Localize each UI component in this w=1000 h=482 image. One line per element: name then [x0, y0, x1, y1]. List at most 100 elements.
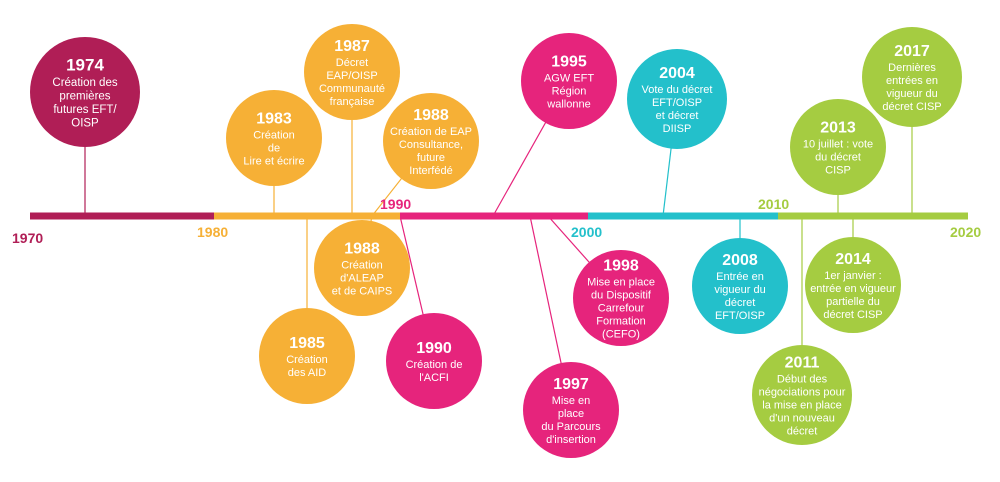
event-desc-line: la mise en place	[762, 400, 842, 412]
event-desc-line: d'un nouveau	[769, 413, 835, 425]
event-desc-line: future	[417, 152, 445, 164]
event-desc-line: du Parcours	[541, 421, 601, 433]
event-desc-line: wallonne	[546, 99, 590, 111]
event-desc-line: Création de	[406, 359, 463, 371]
event-desc-line: EAP/OISP	[326, 70, 377, 82]
event-circle-2017	[862, 27, 962, 127]
event-year-2004: 2004	[659, 65, 695, 82]
event-desc-line: Début des	[777, 374, 828, 386]
event-circle-1995	[521, 33, 617, 129]
event-circle-1985	[259, 308, 355, 404]
event-year-1987: 1987	[334, 38, 370, 55]
event-desc-line: DIISP	[663, 123, 692, 135]
event-desc-line: 10 juillet : vote	[803, 139, 873, 151]
decade-label-1980: 1980	[197, 224, 228, 240]
event-desc-line: du décret	[815, 152, 861, 164]
event-year-1974: 1974	[66, 56, 104, 75]
decade-label-1970: 1970	[12, 230, 43, 246]
event-desc-line: Consultance,	[399, 139, 463, 151]
event-year-2017: 2017	[894, 43, 930, 60]
event-year-2011: 2011	[785, 355, 820, 372]
event-desc-line: partielle du	[826, 296, 880, 308]
event-desc-line: Dernières	[888, 62, 936, 74]
event-desc-line: d'ALEAP	[340, 273, 384, 285]
event-desc-line: AGW EFT	[544, 73, 594, 85]
event-year-1990: 1990	[416, 340, 452, 357]
event-desc-line: Décret	[336, 57, 368, 69]
event-year-2013: 2013	[820, 120, 856, 137]
decade-label-1990: 1990	[380, 196, 411, 212]
event-desc-line: EFT/OISP	[715, 310, 765, 322]
event-year-1985: 1985	[289, 335, 325, 352]
event-circle-1974	[30, 37, 140, 147]
event-desc-line: OISP	[71, 118, 99, 130]
decade-label-2020: 2020	[950, 224, 981, 240]
event-desc-line: décret CISP	[823, 309, 882, 321]
event-circle-2004	[627, 49, 727, 149]
event-desc-line: Création de EAP	[390, 126, 472, 138]
event-year-2008: 2008	[722, 252, 758, 269]
event-year-1997: 1997	[553, 376, 589, 393]
event-desc-line: Vote du décret	[642, 84, 713, 96]
event-1990: 1990 Création del'ACFI	[386, 313, 482, 409]
event-circle-1988b	[314, 220, 410, 316]
event-desc-line: de	[268, 143, 280, 155]
event-circle-1997	[523, 362, 619, 458]
decade-label-2010: 2010	[758, 196, 789, 212]
event-desc-line: 1er janvier :	[824, 270, 881, 282]
event-desc-line: futures EFT/	[53, 104, 117, 116]
event-desc-line: EFT/OISP	[652, 97, 702, 109]
event-year-1998: 1998	[603, 258, 639, 275]
event-desc-line: place	[558, 408, 584, 420]
event-circle-2008	[692, 238, 788, 334]
event-desc-line: Création	[286, 354, 328, 366]
event-desc-line: premières	[59, 91, 110, 103]
event-desc-line: l'ACFI	[419, 372, 449, 384]
event-desc-line: Entrée en	[716, 271, 764, 283]
event-1988a: 1988 Création de EAPConsultance,futureInt…	[383, 93, 479, 189]
event-desc-line: et de CAIPS	[332, 286, 393, 298]
event-year-2014: 2014	[835, 251, 871, 268]
event-circle-1990	[386, 313, 482, 409]
event-desc-line: décret	[787, 426, 818, 438]
event-desc-line: CISP	[825, 165, 851, 177]
event-year-1995: 1995	[551, 54, 587, 71]
event-circle-1987	[304, 24, 400, 120]
event-year-1988b: 1988	[344, 241, 380, 258]
event-desc-line: vigueur du	[714, 284, 765, 296]
event-desc-line: (CEFO)	[602, 329, 640, 341]
event-desc-line: du Dispositif	[591, 290, 652, 302]
event-desc-line: Mise en place	[587, 277, 655, 289]
event-desc-line: française	[330, 96, 375, 108]
event-circle-2013	[790, 99, 886, 195]
event-year-1988a: 1988	[413, 107, 449, 124]
event-desc-line: Communauté	[319, 83, 385, 95]
event-desc-line: décret CISP	[882, 101, 941, 113]
event-desc-line: des AID	[288, 367, 327, 379]
event-desc-line: décret	[725, 297, 756, 309]
event-2014: 2014 1er janvier :entrée en vigueurpartie…	[805, 237, 901, 333]
event-desc-line: entrées en	[886, 75, 938, 87]
event-desc-line: Lire et écrire	[243, 156, 304, 168]
event-desc-line: et décret	[656, 110, 699, 122]
event-circle-1998	[573, 250, 669, 346]
event-desc-line: Mise en	[552, 395, 591, 407]
event-circle-2011	[752, 345, 852, 445]
decade-label-2000: 2000	[571, 224, 602, 240]
event-desc-line: Interfédé	[409, 165, 452, 177]
event-desc-line: Formation	[596, 316, 646, 328]
event-desc-line: Carrefour	[598, 303, 645, 315]
event-desc-line: Région	[552, 86, 587, 98]
event-desc-line: Création	[341, 260, 383, 272]
